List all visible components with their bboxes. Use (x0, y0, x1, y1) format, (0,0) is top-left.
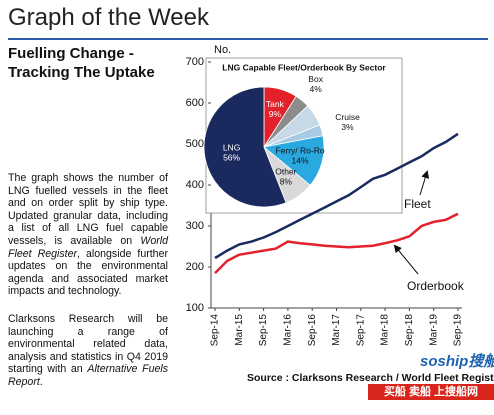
y-tick-label: 400 (186, 179, 204, 191)
slice-name: Ferry/ Ro-Ro (275, 146, 324, 156)
x-tick-label: Sep-15 (258, 314, 269, 347)
slice-value: 4% (309, 84, 322, 94)
x-tick-label: Sep-18 (404, 314, 415, 347)
paragraph: The graph shows the number of LNG fuelle… (8, 172, 168, 298)
x-tick-label: Mar-15 (234, 314, 245, 346)
heading-line: Tracking The Uptake (8, 64, 155, 81)
x-tick-label: Mar-18 (380, 314, 391, 346)
watermark: soship搜船 (420, 353, 494, 370)
title-rule (8, 38, 488, 40)
slice-value: 14% (292, 156, 309, 166)
slice-name: LNG (223, 142, 240, 152)
text: , alongside further updates on the envir… (8, 247, 168, 298)
y-tick-label: 700 (186, 56, 204, 68)
pie-slice (263, 135, 325, 186)
series-label: Orderbook (407, 279, 465, 293)
paragraph: Clarksons Research will be launching a r… (8, 313, 168, 389)
slice-value: 56% (223, 152, 240, 162)
y-axis-label: No. (214, 44, 231, 56)
slice-name: Cruise (335, 112, 360, 122)
text: The graph shows the number of LNG fuelle… (8, 172, 168, 247)
y-tick-label: 300 (186, 220, 204, 232)
slice-name: Box (308, 74, 323, 84)
line (214, 212, 459, 274)
y-tick-label: 200 (186, 261, 204, 273)
text: World Fleet Register (8, 234, 168, 260)
text: Alternative Fuels Report (8, 363, 168, 388)
slice-name: Tank (266, 99, 285, 109)
arrow (393, 244, 419, 275)
y-tick-label: 100 (186, 302, 204, 314)
y-tick-label: 500 (186, 138, 204, 150)
x-tick-label: Mar-16 (283, 314, 294, 346)
x-tick-label: Sep-17 (355, 314, 366, 347)
page-title: Graph of the Week (8, 4, 209, 31)
source: Source : Clarksons Research / World Flee… (247, 372, 494, 384)
arrow (419, 170, 430, 196)
y-tick-label: 600 (186, 97, 204, 109)
x-tick-label: Mar-19 (428, 314, 439, 346)
article-heading: Fuelling Change - Tracking The Uptake (8, 44, 155, 82)
x-tick-label: Mar-17 (331, 314, 342, 346)
text: . (39, 375, 43, 388)
x-tick-label: Sep-19 (453, 314, 464, 347)
banner: 买船 卖船 上搜船网 (384, 384, 478, 398)
line (214, 132, 459, 260)
pie-slice (203, 86, 287, 208)
heading-line: Fuelling Change - (8, 45, 134, 62)
x-tick-label: Sep-16 (307, 314, 318, 347)
pie-title: LNG Capable Fleet/Orderbook By Sector (222, 62, 386, 72)
banner-bg (368, 384, 494, 400)
slice-name: Other (275, 166, 296, 176)
slice-value: 9% (269, 109, 282, 119)
text: Clarksons Research will be launching a r… (8, 313, 168, 376)
slice-value: 3% (341, 122, 354, 132)
slice-value: 8% (280, 176, 293, 186)
series-label: Fleet (404, 197, 431, 211)
x-tick-label: Sep-14 (210, 314, 221, 347)
